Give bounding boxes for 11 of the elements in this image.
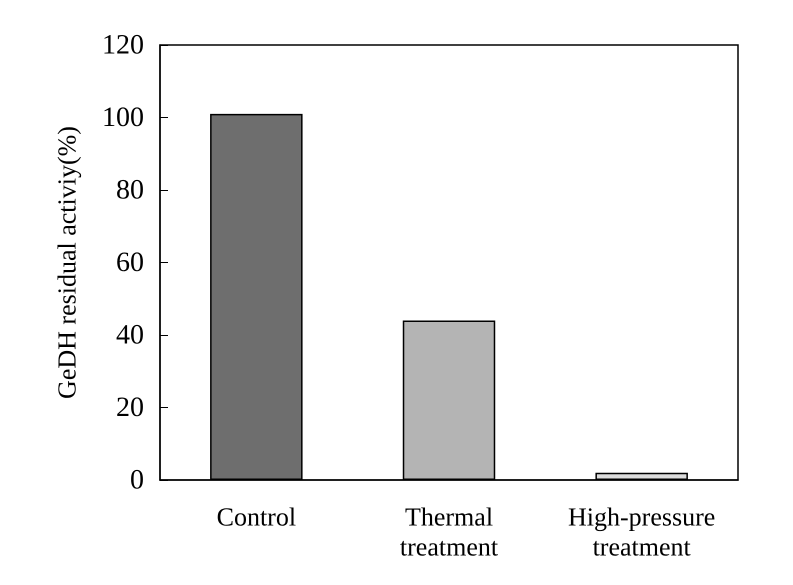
x-tick-label: Thermal treatment (400, 502, 499, 562)
y-tick-label: 80 (116, 174, 144, 206)
y-tick-label: 0 (130, 464, 144, 496)
y-tick-label: 20 (116, 392, 144, 423)
y-tick-label: 60 (116, 247, 144, 278)
x-tick-label: Control (216, 502, 296, 532)
x-tick-label: High-pressure treatment (568, 502, 716, 562)
y-tick-label: 100 (102, 102, 144, 133)
y-tick-label: 120 (102, 30, 144, 60)
y-axis-title: GeDH residual activiy(%) (52, 126, 82, 399)
y-tick-label: 40 (116, 320, 144, 350)
